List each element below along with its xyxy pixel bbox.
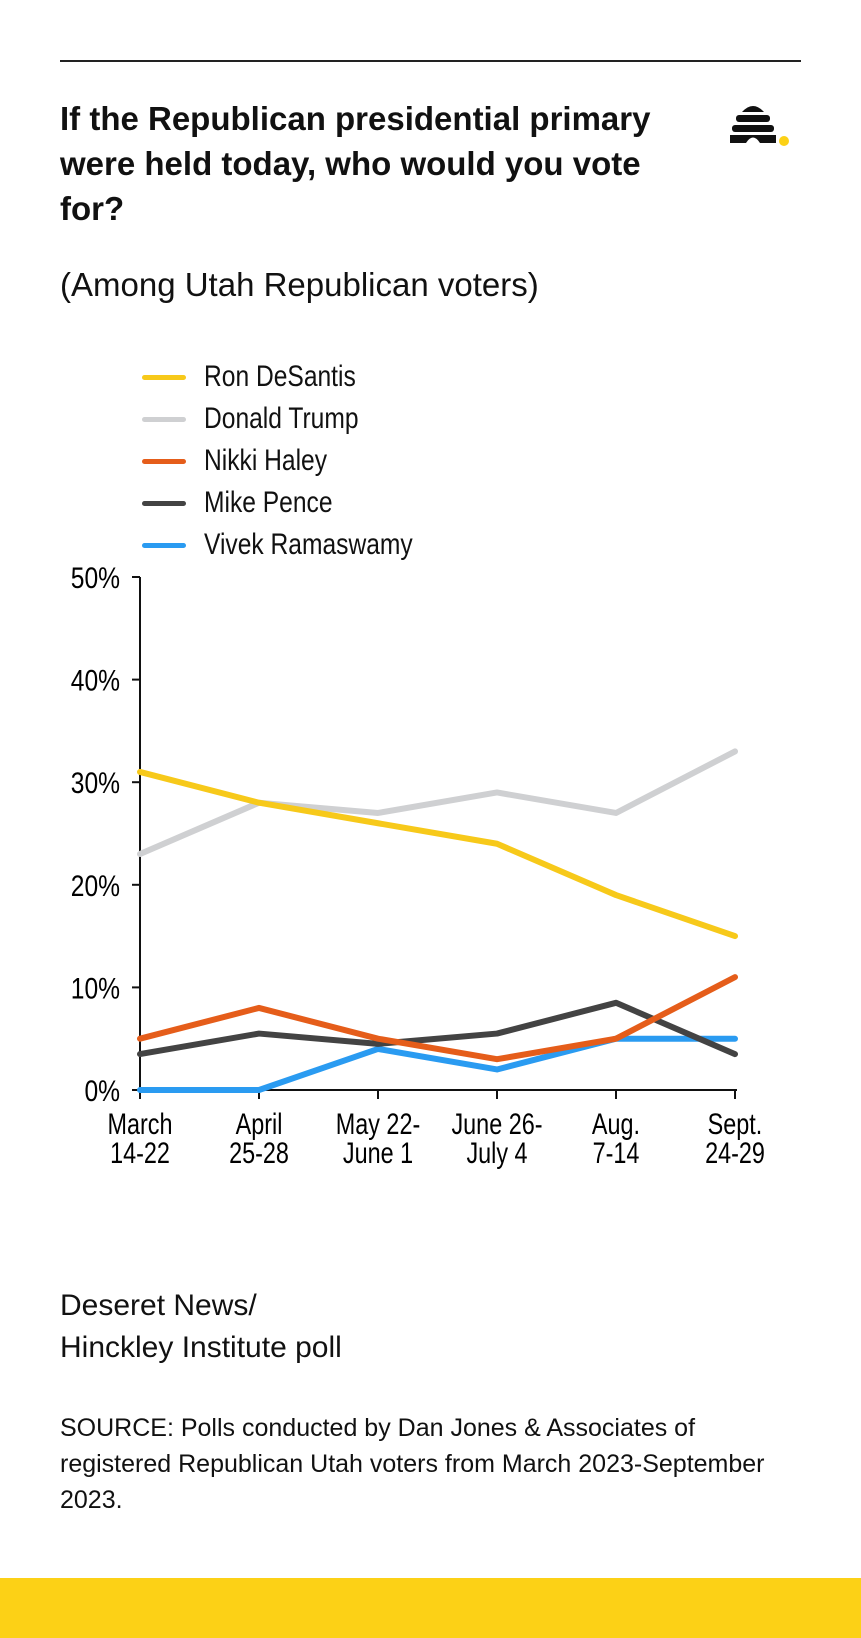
legend-label: Donald Trump [204,402,359,435]
legend-item: Nikki Haley [142,440,459,482]
x-tick-label: May 22- [336,1107,420,1140]
source-note: SOURCE: Polls conducted by Dan Jones & A… [60,1414,765,1514]
legend-item: Mike Pence [142,482,459,524]
x-tick-label: April [236,1107,283,1140]
legend-swatch [142,458,186,464]
x-tick-label: July 4 [466,1136,527,1169]
x-tick-label: June 26- [451,1107,542,1140]
chart-legend: Ron DeSantis Donald Trump Nikki Haley Mike … [142,356,459,566]
y-tick-label: 20% [71,868,120,902]
x-tick-label: 7-14 [593,1136,640,1169]
legend-item: Ron DeSantis [142,356,459,398]
source-name-line-1: Deseret News/ [60,1289,257,1322]
x-tick-label: June 1 [343,1136,413,1169]
legend-label: Mike Pence [204,486,333,519]
legend-label: Nikki Haley [204,444,328,477]
x-tick-label: 24-29 [705,1136,765,1169]
top-rule [60,60,801,62]
series-line-vivek-ramaswamy [137,1035,738,1093]
legend-swatch [142,542,186,548]
footer-accent-bar [0,1578,861,1638]
series-line-donald-trump [137,748,738,858]
x-tick-label: 14-22 [110,1136,170,1169]
series-line-ron-desantis [137,768,738,940]
legend-label: Vivek Ramaswamy [204,528,413,561]
legend-item: Vivek Ramaswamy [142,524,459,566]
x-tick-label: 25-28 [229,1136,289,1169]
legend-swatch [142,416,186,422]
x-tick-label: Aug. [592,1107,640,1140]
chart-title: If the Republican presidential primary w… [60,100,651,227]
source-name-line-2: Hinckley Institute poll [60,1331,342,1364]
legend-item: Donald Trump [142,398,459,440]
y-tick-label: 0% [84,1074,120,1108]
series-line-nikki-haley [137,974,738,1063]
x-tick-label: March [108,1107,173,1140]
y-tick-label: 30% [71,766,120,800]
legend-swatch [142,500,186,506]
y-tick-label: 10% [71,971,120,1005]
x-tick-label: Sept. [708,1107,763,1140]
y-tick-label: 50% [71,561,120,595]
y-tick-label: 40% [71,663,120,697]
beehive-logo-icon [730,106,789,146]
legend-swatch [142,374,186,380]
legend-label: Ron DeSantis [204,360,356,393]
series-line-mike-pence [137,999,738,1058]
chart-subtitle: (Among Utah Republican voters) [60,266,539,303]
source-name: Deseret News/ Hinckley Institute poll [60,1285,342,1369]
